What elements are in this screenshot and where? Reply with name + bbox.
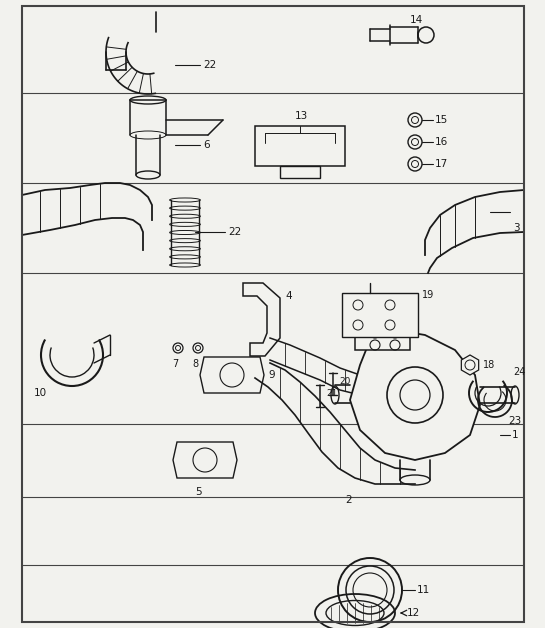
Text: 13: 13 xyxy=(295,111,308,121)
Text: 1: 1 xyxy=(512,430,519,440)
Polygon shape xyxy=(461,355,479,375)
Text: 10: 10 xyxy=(34,388,47,398)
Polygon shape xyxy=(342,293,418,337)
Circle shape xyxy=(387,367,443,423)
Text: 9: 9 xyxy=(268,370,275,380)
Text: 22: 22 xyxy=(228,227,241,237)
Text: 14: 14 xyxy=(410,15,423,25)
Text: 16: 16 xyxy=(435,137,448,147)
Text: 23: 23 xyxy=(508,416,521,426)
Text: 17: 17 xyxy=(435,159,448,169)
Polygon shape xyxy=(350,330,480,460)
Text: 12: 12 xyxy=(407,608,420,618)
Text: 21: 21 xyxy=(326,389,337,398)
Text: 20: 20 xyxy=(339,377,350,386)
Text: 2: 2 xyxy=(345,495,352,505)
Text: 11: 11 xyxy=(417,585,430,595)
Text: 5: 5 xyxy=(195,487,202,497)
Text: 22: 22 xyxy=(203,60,216,70)
Text: 18: 18 xyxy=(483,360,495,370)
Text: 15: 15 xyxy=(435,115,448,125)
Text: 3: 3 xyxy=(513,223,519,233)
Text: 4: 4 xyxy=(285,291,292,301)
Text: 7: 7 xyxy=(172,359,178,369)
Text: 8: 8 xyxy=(192,359,198,369)
Text: 6: 6 xyxy=(203,140,210,150)
Text: 24: 24 xyxy=(513,367,525,377)
Polygon shape xyxy=(355,320,410,350)
Text: 19: 19 xyxy=(422,290,434,300)
